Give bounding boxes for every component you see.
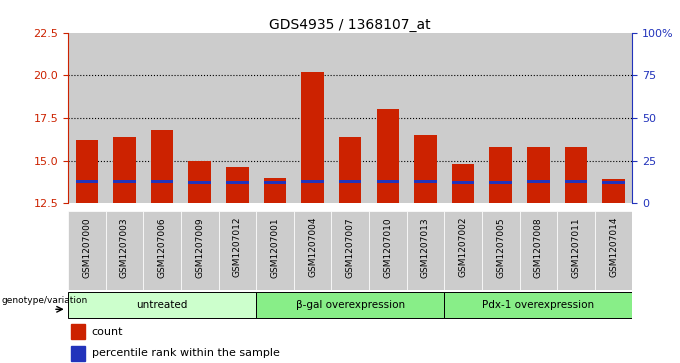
Bar [151, 130, 173, 203]
Bar [369, 33, 407, 203]
Text: percentile rank within the sample: percentile rank within the sample [92, 348, 279, 358]
Bar [482, 33, 520, 203]
Bar [218, 211, 256, 290]
Bar [75, 180, 98, 183]
Text: untreated: untreated [137, 300, 188, 310]
Bar [377, 110, 399, 203]
Bar [339, 180, 362, 183]
Bar [444, 292, 632, 318]
Bar [301, 180, 324, 183]
Bar [331, 33, 369, 203]
Bar [444, 33, 482, 203]
Bar [595, 211, 632, 290]
Bar [264, 178, 286, 203]
Bar [602, 179, 625, 203]
Bar [301, 72, 324, 203]
Bar [527, 180, 549, 183]
Text: β-gal overexpression: β-gal overexpression [296, 300, 405, 310]
Text: GSM1207009: GSM1207009 [195, 217, 204, 278]
Bar [339, 137, 362, 203]
Bar [490, 147, 512, 203]
Bar [377, 180, 399, 183]
Bar [143, 33, 181, 203]
Bar [218, 33, 256, 203]
Bar [557, 33, 595, 203]
Text: GSM1207006: GSM1207006 [158, 217, 167, 278]
Bar [452, 164, 475, 203]
Bar [256, 292, 444, 318]
Bar [407, 211, 444, 290]
Bar [143, 211, 181, 290]
Bar [407, 33, 444, 203]
Bar [75, 140, 98, 203]
Bar [331, 211, 369, 290]
Bar [520, 211, 557, 290]
Text: GSM1207000: GSM1207000 [82, 217, 91, 278]
Text: GSM1207008: GSM1207008 [534, 217, 543, 278]
Bar [113, 180, 136, 183]
Text: GSM1207004: GSM1207004 [308, 217, 317, 277]
Bar [151, 180, 173, 183]
Bar [68, 211, 105, 290]
Text: GSM1207012: GSM1207012 [233, 217, 242, 277]
Bar [452, 181, 475, 184]
Bar [294, 211, 331, 290]
Bar [520, 33, 557, 203]
Bar [595, 33, 632, 203]
Bar [105, 211, 143, 290]
Text: GSM1207001: GSM1207001 [271, 217, 279, 278]
Bar [113, 137, 136, 203]
Text: genotype/variation: genotype/variation [1, 296, 88, 305]
Bar [490, 181, 512, 184]
Text: GSM1207007: GSM1207007 [345, 217, 355, 278]
Text: GSM1207002: GSM1207002 [458, 217, 468, 277]
Text: GSM1207011: GSM1207011 [571, 217, 581, 278]
Bar [226, 167, 249, 203]
Bar [181, 211, 218, 290]
Bar [564, 180, 588, 183]
Bar [444, 211, 482, 290]
Text: Pdx-1 overexpression: Pdx-1 overexpression [482, 300, 594, 310]
Bar [68, 292, 256, 318]
Text: GSM1207005: GSM1207005 [496, 217, 505, 278]
Text: count: count [92, 327, 123, 337]
Bar [256, 211, 294, 290]
Bar [557, 211, 595, 290]
Bar [226, 181, 249, 184]
Bar [256, 33, 294, 203]
Bar [68, 33, 105, 203]
Bar [71, 346, 85, 361]
Bar [414, 180, 437, 183]
Bar [188, 160, 211, 203]
Bar [264, 181, 286, 184]
Bar [482, 211, 520, 290]
Text: GSM1207003: GSM1207003 [120, 217, 129, 278]
Bar [564, 147, 588, 203]
Bar [181, 33, 218, 203]
Text: GSM1207013: GSM1207013 [421, 217, 430, 278]
Bar [602, 181, 625, 184]
Bar [105, 33, 143, 203]
Text: GSM1207010: GSM1207010 [384, 217, 392, 278]
Bar [188, 181, 211, 184]
Bar [71, 324, 85, 339]
Bar [527, 147, 549, 203]
Title: GDS4935 / 1368107_at: GDS4935 / 1368107_at [269, 18, 431, 32]
Bar [414, 135, 437, 203]
Text: GSM1207014: GSM1207014 [609, 217, 618, 277]
Bar [294, 33, 331, 203]
Bar [369, 211, 407, 290]
